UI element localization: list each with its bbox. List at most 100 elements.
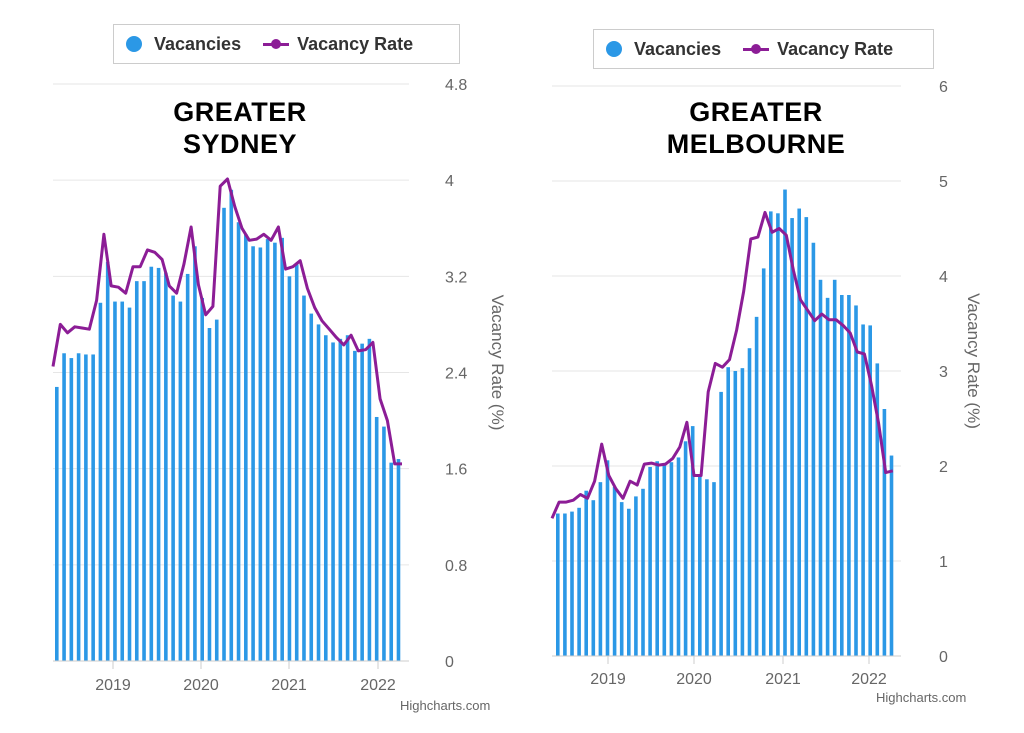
vacancies-bar xyxy=(634,496,638,656)
chart-title: GREATER SYDNEY xyxy=(140,96,340,160)
vacancies-bar xyxy=(840,295,844,656)
vacancies-bar xyxy=(294,264,299,661)
x-tick-label: 2019 xyxy=(590,671,626,688)
credit-link[interactable]: Highcharts.com xyxy=(876,690,967,705)
vacancies-bar xyxy=(726,367,730,656)
vacancies-bar xyxy=(584,490,588,656)
chart-title-line-2: SYDNEY xyxy=(182,129,298,159)
x-tick-label: 2020 xyxy=(676,671,712,688)
chart-panel-melbourne: Vacancies Vacancy Rate GREATER MELBOURNE… xyxy=(512,0,1024,733)
chart-title: GREATER MELBOURNE xyxy=(646,96,866,160)
vacancy-rate-line xyxy=(51,177,402,466)
circle-dot-icon xyxy=(126,36,142,52)
vacancies-bar xyxy=(641,488,645,656)
vacancies-bar xyxy=(127,307,132,661)
vacancies-bar xyxy=(84,354,88,661)
vacancies-bar xyxy=(323,335,328,661)
vacancies-bar xyxy=(222,207,226,662)
y-tick-label: 3.2 xyxy=(445,269,467,286)
vacancies-bar xyxy=(747,348,752,656)
vacancies-bar xyxy=(655,461,659,656)
vacancies-bar xyxy=(627,508,631,656)
vacancies-bar xyxy=(316,324,321,661)
vacancies-bar xyxy=(740,368,745,656)
vacancies-bar xyxy=(861,324,865,656)
chart-panel-sydney: Vacancies Vacancy Rate GREATER SYDNEY 0 0… xyxy=(51,24,507,713)
chart-plot-melbourne: 0 1 2 3 4 5 6 2019 2020 2021 2022 Vacancy Rate (%) xyxy=(550,79,983,688)
vacancies-bar xyxy=(854,305,858,656)
vacancies-bar xyxy=(185,273,190,661)
chart-title-line-2: MELBOURNE xyxy=(666,129,846,159)
vacancies-bar xyxy=(570,511,574,656)
legend: Vacancies Vacancy Rate xyxy=(113,24,460,64)
y-tick-label: 4.8 xyxy=(445,77,467,94)
vacancies-bar xyxy=(790,218,794,657)
vacancies-bar xyxy=(98,302,103,661)
vacancies-bar xyxy=(868,325,872,656)
vacancies-bar xyxy=(712,482,716,656)
vacancies-bar xyxy=(797,208,801,657)
vacancies-bar xyxy=(804,217,809,656)
vacancies-bar xyxy=(374,416,379,661)
credit-link[interactable]: Highcharts.com xyxy=(400,698,491,713)
y-tick-label: 0.8 xyxy=(445,558,467,575)
y-tick-label: 0 xyxy=(445,654,454,671)
vacancies-bar xyxy=(156,267,161,661)
vacancies-bar xyxy=(236,222,241,662)
vacancies-bar xyxy=(244,234,248,661)
vacancies-bar xyxy=(783,189,787,657)
y-tick-label: 2 xyxy=(939,459,948,476)
y-axis-title: Vacancy Rate (%) xyxy=(964,293,983,429)
x-tick-label: 2021 xyxy=(271,677,307,694)
vacancies-bar xyxy=(105,261,110,661)
vacancies-bar xyxy=(200,297,204,661)
line-marker-icon xyxy=(263,36,290,52)
vacancies-bar xyxy=(832,279,837,656)
vacancies-bar xyxy=(577,507,581,656)
legend-label-vacancies: Vacancies xyxy=(154,33,242,54)
vacancies-bar xyxy=(265,239,270,661)
y-tick-label: 0 xyxy=(939,649,948,666)
vacancies-bar xyxy=(251,246,255,661)
vacancies-bar xyxy=(563,513,567,656)
vacancies-bar xyxy=(134,281,139,661)
y-tick-label: 2.4 xyxy=(445,366,467,383)
vacancies-bar xyxy=(91,354,95,661)
vacancies-bar xyxy=(698,476,702,656)
vacancies-bar xyxy=(676,457,681,656)
vacancies-bar xyxy=(389,462,394,661)
legend: Vacancies Vacancy Rate xyxy=(593,29,934,69)
vacancies-bar xyxy=(690,426,695,656)
x-tick-label: 2020 xyxy=(183,677,219,694)
vacancies-bar xyxy=(345,335,350,661)
vacancies-bar xyxy=(761,268,766,656)
y-tick-label: 6 xyxy=(939,79,948,96)
vacancies-bar xyxy=(705,479,709,656)
vacancies-bar xyxy=(309,313,314,661)
legend-item-vacancy-rate[interactable]: Vacancy Rate xyxy=(263,34,413,55)
vacancies-bar xyxy=(142,281,146,661)
vacancies-bar xyxy=(825,297,830,656)
vacancies-bar xyxy=(76,353,81,661)
vacancies-bar xyxy=(353,350,357,661)
vacancies-bar xyxy=(875,363,880,656)
vacancies-bar xyxy=(120,301,125,661)
vacancies-bar xyxy=(360,343,364,661)
y-tick-label: 5 xyxy=(939,174,948,191)
chart-title-line-1: GREATER xyxy=(689,97,823,127)
vacancies-bar xyxy=(889,455,894,656)
vacancies-bar xyxy=(719,391,723,656)
legend-item-vacancies[interactable]: Vacancies xyxy=(126,34,241,55)
vacancies-bar xyxy=(612,486,617,656)
legend-item-vacancies[interactable]: Vacancies xyxy=(606,39,721,60)
vacancies-bar xyxy=(171,295,175,661)
x-tick-label: 2022 xyxy=(360,677,396,694)
vacancy-rate-line xyxy=(550,210,894,519)
vacancies-bar xyxy=(591,500,596,656)
vacancies-bar xyxy=(280,237,284,661)
vacancies-bar xyxy=(55,386,59,661)
vacancies-bar xyxy=(648,466,652,656)
legend-item-vacancy-rate[interactable]: Vacancy Rate xyxy=(743,39,893,60)
vacancies-bar xyxy=(273,242,277,662)
x-tick-label: 2019 xyxy=(95,677,131,694)
